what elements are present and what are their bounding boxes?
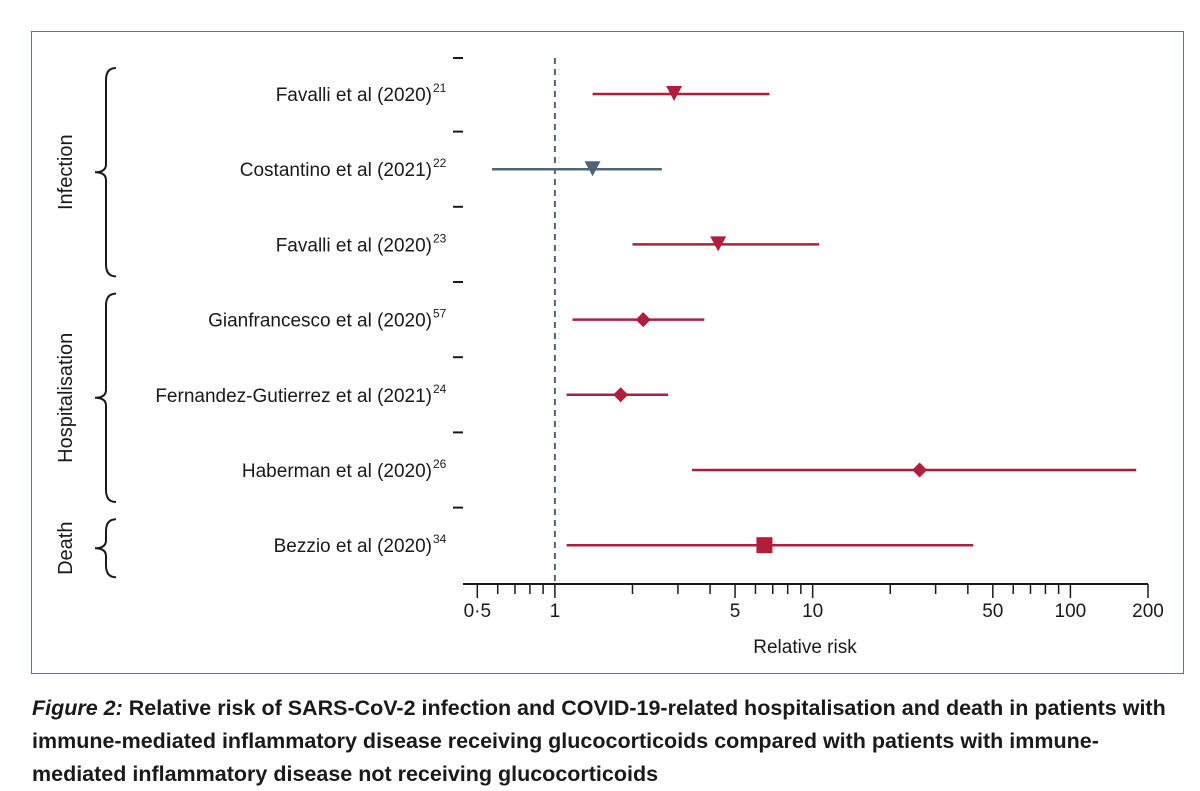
x-axis-title: Relative risk <box>753 637 857 658</box>
forest-plot: 0·5 1 5 10 50 100 200 Relative risk Favalli et a… <box>55 57 1164 658</box>
study-reference: 24 <box>433 382 447 396</box>
study-label: Gianfrancesco et al (2020) <box>208 311 432 332</box>
study-reference: 57 <box>433 307 447 321</box>
study-label: Favalli et al (2020) <box>276 85 432 106</box>
x-tick-label: 50 <box>982 601 1003 622</box>
figure-caption: Figure 2: Relative risk of SARS-CoV-2 in… <box>32 692 1182 791</box>
x-tick-label: 10 <box>802 601 823 622</box>
study-label: Favalli et al (2020) <box>276 235 432 256</box>
study-label: Costantino et al (2021) <box>240 160 432 181</box>
study-reference: 34 <box>433 532 447 546</box>
x-tick-label: 1 <box>550 601 561 622</box>
group-brace <box>94 518 117 579</box>
group-brace <box>94 292 117 503</box>
diamond-marker <box>912 462 928 478</box>
triangle-marker <box>710 236 727 252</box>
group-label: Death <box>55 522 77 575</box>
figure-frame <box>31 31 1184 674</box>
x-tick-label: 100 <box>1055 601 1087 622</box>
diamond-marker <box>635 312 651 328</box>
x-tick-label: 0·5 <box>464 601 491 622</box>
triangle-marker <box>666 86 683 101</box>
study-reference: 26 <box>433 457 447 471</box>
caption-text: Relative risk of SARS-CoV-2 infection an… <box>32 696 1166 786</box>
caption-label: Figure 2: <box>32 696 123 720</box>
x-tick-label: 200 <box>1132 601 1164 622</box>
group-label: Infection <box>55 134 77 210</box>
triangle-marker <box>584 161 601 177</box>
group-brace <box>94 67 117 278</box>
group-label: Hospitalisation <box>55 333 77 463</box>
study-reference: 21 <box>433 81 447 95</box>
square-marker <box>756 537 773 554</box>
diamond-marker <box>613 387 629 403</box>
study-label: Fernandez-Gutierrez et al (2021) <box>155 386 432 407</box>
study-reference: 23 <box>433 231 447 245</box>
study-label: Bezzio et al (2020) <box>274 536 432 557</box>
x-tick-label: 5 <box>730 601 741 622</box>
study-reference: 22 <box>433 156 447 170</box>
study-label: Haberman et al (2020) <box>242 461 432 482</box>
